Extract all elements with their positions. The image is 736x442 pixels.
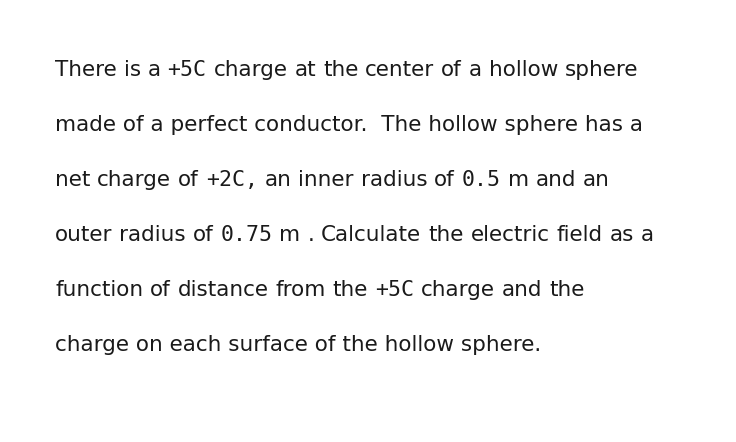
Text: a: a bbox=[148, 60, 160, 80]
Text: field: field bbox=[556, 225, 602, 245]
Text: net: net bbox=[55, 170, 91, 190]
Text: charge on each surface of the hollow sphere.: charge on each surface of the hollow sph… bbox=[55, 335, 541, 355]
Text: an: an bbox=[265, 170, 291, 190]
Text: center: center bbox=[365, 60, 434, 80]
Text: +5C: +5C bbox=[375, 280, 414, 300]
Text: of: of bbox=[178, 170, 199, 190]
Text: m: m bbox=[280, 225, 300, 245]
Text: inner: inner bbox=[298, 170, 354, 190]
Text: 0.75: 0.75 bbox=[221, 225, 272, 245]
Text: charge: charge bbox=[97, 170, 171, 190]
Text: +5C: +5C bbox=[168, 60, 207, 80]
Text: and: and bbox=[536, 170, 576, 190]
Text: as: as bbox=[609, 225, 634, 245]
Text: +2C,: +2C, bbox=[206, 170, 258, 190]
Text: the: the bbox=[428, 225, 464, 245]
Text: 0.5: 0.5 bbox=[462, 170, 501, 190]
Text: m: m bbox=[508, 170, 529, 190]
Text: a: a bbox=[469, 60, 482, 80]
Text: charge: charge bbox=[421, 280, 495, 300]
Text: a: a bbox=[640, 225, 654, 245]
Text: radius: radius bbox=[361, 170, 428, 190]
Text: There: There bbox=[55, 60, 117, 80]
Text: sphere: sphere bbox=[565, 60, 639, 80]
Text: from: from bbox=[275, 280, 326, 300]
Text: of: of bbox=[442, 60, 462, 80]
Text: outer: outer bbox=[55, 225, 113, 245]
Text: an: an bbox=[583, 170, 610, 190]
Text: the: the bbox=[323, 60, 358, 80]
Text: hollow: hollow bbox=[489, 60, 558, 80]
Text: .: . bbox=[308, 225, 314, 245]
Text: radius: radius bbox=[119, 225, 186, 245]
Text: of: of bbox=[150, 280, 171, 300]
Text: Calculate: Calculate bbox=[321, 225, 421, 245]
Text: is: is bbox=[124, 60, 141, 80]
Text: electric: electric bbox=[470, 225, 549, 245]
Text: at: at bbox=[294, 60, 316, 80]
Text: distance: distance bbox=[177, 280, 269, 300]
Text: made of a perfect conductor.  The hollow sphere has a: made of a perfect conductor. The hollow … bbox=[55, 115, 643, 135]
Text: function: function bbox=[55, 280, 143, 300]
Text: charge: charge bbox=[213, 60, 288, 80]
Text: of: of bbox=[193, 225, 213, 245]
Text: the: the bbox=[549, 280, 584, 300]
Text: and: and bbox=[502, 280, 542, 300]
Text: of: of bbox=[434, 170, 455, 190]
Text: the: the bbox=[333, 280, 368, 300]
